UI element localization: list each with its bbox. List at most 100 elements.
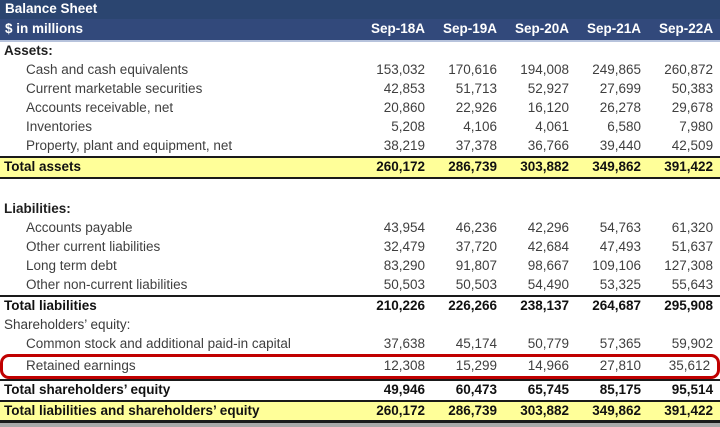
cell-value <box>360 316 432 335</box>
cell-value <box>648 42 720 61</box>
row-retained-earnings: Retained earnings 12,308 15,299 14,966 27,81… <box>0 354 720 379</box>
cell-value: 51,713 <box>455 81 497 97</box>
column-header: Sep-22A <box>648 19 720 42</box>
row-accounts-payable: Accounts payable 43,954 46,236 42,296 54,763… <box>0 219 720 238</box>
cell-value: 53,325 <box>599 277 641 293</box>
column-header: Sep-19A <box>432 19 504 42</box>
cell-value <box>432 42 504 61</box>
cell-value: 57,365 <box>599 336 641 352</box>
cell-value: 303,882 <box>504 156 576 179</box>
cell-value: 36,766 <box>527 138 569 154</box>
cell-value: 32,479 <box>383 239 425 255</box>
row-label: Total liabilities <box>0 295 360 316</box>
row-liabilities-section: Liabilities: <box>0 200 720 219</box>
header-title-row: Balance Sheet <box>0 0 720 19</box>
cell-value <box>504 42 576 61</box>
row-label: Assets: <box>4 43 53 59</box>
cell-value <box>360 200 432 219</box>
row-cash-and-cash-equivalents: Cash and cash equivalents 153,032 170,616 1… <box>0 61 720 80</box>
cell-value: 45,174 <box>455 336 497 352</box>
cell-value: 260,872 <box>664 62 714 78</box>
row-long-term-debt: Long term debt 83,290 91,807 98,667 109,106 1… <box>0 257 720 276</box>
cell-value: 42,296 <box>527 220 569 236</box>
sheet-title: Balance Sheet <box>0 0 720 19</box>
cell-value: 5,208 <box>391 119 425 135</box>
row-accounts-receivable-net: Accounts receivable, net 20,860 22,926 16,1… <box>0 99 720 118</box>
header-columns-row: $ in millions Sep-18A Sep-19A Sep-20A Sep-2… <box>0 19 720 42</box>
cell-value: 42,684 <box>527 239 569 255</box>
cell-value: 46,236 <box>455 220 497 236</box>
balance-sheet-body: Assets: Cash and cash equivalents 153,032 1… <box>0 42 720 423</box>
table-header: Balance Sheet $ in millions Sep-18A Sep-1… <box>0 0 720 42</box>
cell-value: 83,290 <box>383 258 425 274</box>
cell-value: 27,810 <box>576 354 648 379</box>
cell-value: 391,422 <box>648 400 720 423</box>
row-label: Liabilities: <box>4 201 71 217</box>
cell-value <box>576 200 648 219</box>
cell-value: 42,853 <box>383 81 425 97</box>
cell-value: 153,032 <box>376 62 425 78</box>
row-label: Accounts receivable, net <box>26 100 174 116</box>
cell-value: 26,278 <box>599 100 641 116</box>
row-inventories: Inventories 5,208 4,106 4,061 6,580 7,980 <box>0 118 720 137</box>
cell-value: 39,440 <box>599 138 641 154</box>
cell-value: 127,308 <box>664 258 714 274</box>
row-label: Accounts payable <box>26 220 133 236</box>
cell-value: 20,860 <box>383 100 425 116</box>
column-header: Sep-20A <box>504 19 576 42</box>
cell-value: 35,612 <box>648 354 720 379</box>
cell-value: 50,779 <box>527 336 569 352</box>
row-label: Cash and cash equivalents <box>26 62 189 78</box>
row-label: Total assets <box>0 156 360 179</box>
cell-value: 286,739 <box>432 400 504 423</box>
cell-value: 303,882 <box>504 400 576 423</box>
cell-value: 170,616 <box>448 62 497 78</box>
row-common-stock-apic: Common stock and additional paid-in capi… <box>0 335 720 354</box>
cell-value <box>432 200 504 219</box>
row-label: Common stock and additional paid-in capi… <box>26 336 291 352</box>
row-total-liabilities-and-shareholders-equity: Total liabilities and shareholders’ equi… <box>0 400 720 423</box>
cell-value: 14,966 <box>504 354 576 379</box>
cell-value: 50,503 <box>455 277 497 293</box>
row-label: Long term debt <box>26 258 117 274</box>
cell-value: 29,678 <box>671 100 714 116</box>
cell-value <box>432 316 504 335</box>
cell-value: 50,503 <box>383 277 425 293</box>
cell-value: 16,120 <box>527 100 569 116</box>
cell-value <box>432 179 504 200</box>
cell-value <box>648 179 720 200</box>
row-label: Inventories <box>26 119 93 135</box>
row-other-non-current-liabilities: Other non-current liabilities 50,503 50,50… <box>0 276 720 295</box>
column-header: Sep-21A <box>576 19 648 42</box>
row-current-marketable-securities: Current marketable securities 42,853 51,71… <box>0 80 720 99</box>
cell-value: 249,865 <box>592 62 641 78</box>
cell-value: 85,175 <box>576 379 648 400</box>
cell-value: 51,637 <box>671 239 714 255</box>
cell-value <box>360 42 432 61</box>
cell-value: 4,061 <box>535 119 569 135</box>
cell-value: 98,667 <box>527 258 569 274</box>
cell-value: 60,473 <box>432 379 504 400</box>
row-shareholders-equity-section: Shareholders’ equity: <box>0 316 720 335</box>
cell-value: 52,927 <box>527 81 569 97</box>
column-header: Sep-18A <box>360 19 432 42</box>
cell-value: 91,807 <box>455 258 497 274</box>
row-property-plant-equipment-net: Property, plant and equipment, net 38,219… <box>0 137 720 156</box>
row-label <box>0 179 360 200</box>
cell-value: 59,902 <box>671 336 714 352</box>
cell-value: 295,908 <box>648 295 720 316</box>
cell-value: 22,926 <box>455 100 497 116</box>
cell-value: 226,266 <box>432 295 504 316</box>
row-label: Other non-current liabilities <box>26 277 188 293</box>
cell-value: 54,763 <box>599 220 641 236</box>
cell-value: 4,106 <box>463 119 497 135</box>
cell-value: 49,946 <box>360 379 432 400</box>
row-total-assets: Total assets 260,172 286,739 303,882 349,862… <box>0 156 720 179</box>
cell-value: 37,720 <box>455 239 497 255</box>
cell-value: 12,308 <box>360 354 432 379</box>
cell-value <box>504 179 576 200</box>
cell-value: 238,137 <box>504 295 576 316</box>
row-label: Current marketable securities <box>26 81 203 97</box>
cell-value: 50,383 <box>671 81 714 97</box>
